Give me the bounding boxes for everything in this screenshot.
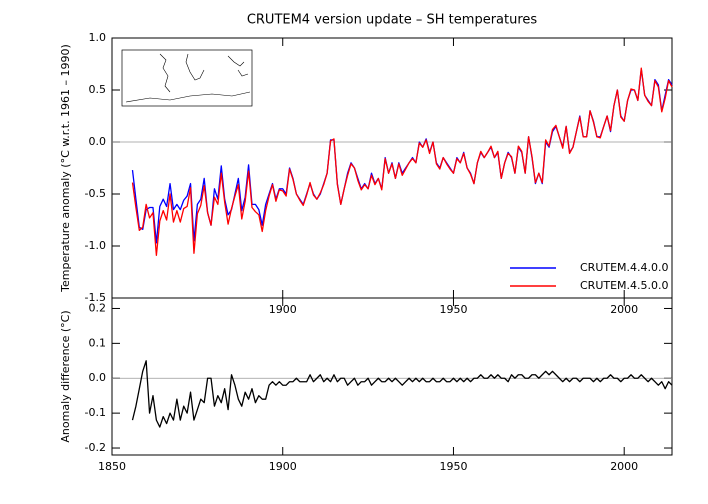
- y-axis-label: Anomaly difference (°C): [59, 310, 72, 442]
- y-tick-label: -1.5: [85, 291, 106, 304]
- y-tick-label: -0.1: [85, 406, 106, 419]
- x-tick-label: 1900: [269, 460, 297, 473]
- x-tick-label: 1900: [269, 303, 297, 316]
- y-tick-label: -1.0: [85, 239, 106, 252]
- y-tick-label: 0.0: [89, 135, 107, 148]
- legend-label: CRUTEM.4.5.0.0: [580, 279, 669, 292]
- series-line: [131, 360, 673, 428]
- y-tick-label: 0.1: [89, 336, 107, 349]
- y-axis-label: Temperature anomaly (°C w.r.t. 1961 – 19…: [59, 44, 72, 293]
- x-tick-label: 1950: [439, 460, 467, 473]
- inset-map: [121, 49, 253, 107]
- y-tick-label: 0.2: [89, 301, 107, 314]
- chart-title: CRUTEM4 version update – SH temperatures: [247, 13, 538, 28]
- y-tick-label: 1.0: [89, 31, 107, 44]
- plot-frame: [111, 297, 673, 456]
- x-tick-label: 2000: [610, 460, 638, 473]
- y-tick-label: -0.5: [85, 187, 106, 200]
- series-line: [131, 67, 673, 257]
- legend-label: CRUTEM.4.4.0.0: [580, 261, 669, 274]
- y-tick-label: 0.0: [89, 371, 107, 384]
- x-tick-label: 2000: [610, 303, 638, 316]
- x-tick-label: 1850: [98, 460, 126, 473]
- y-tick-label: 0.5: [89, 83, 107, 96]
- y-tick-label: -0.2: [85, 441, 106, 454]
- x-tick-label: 1950: [439, 303, 467, 316]
